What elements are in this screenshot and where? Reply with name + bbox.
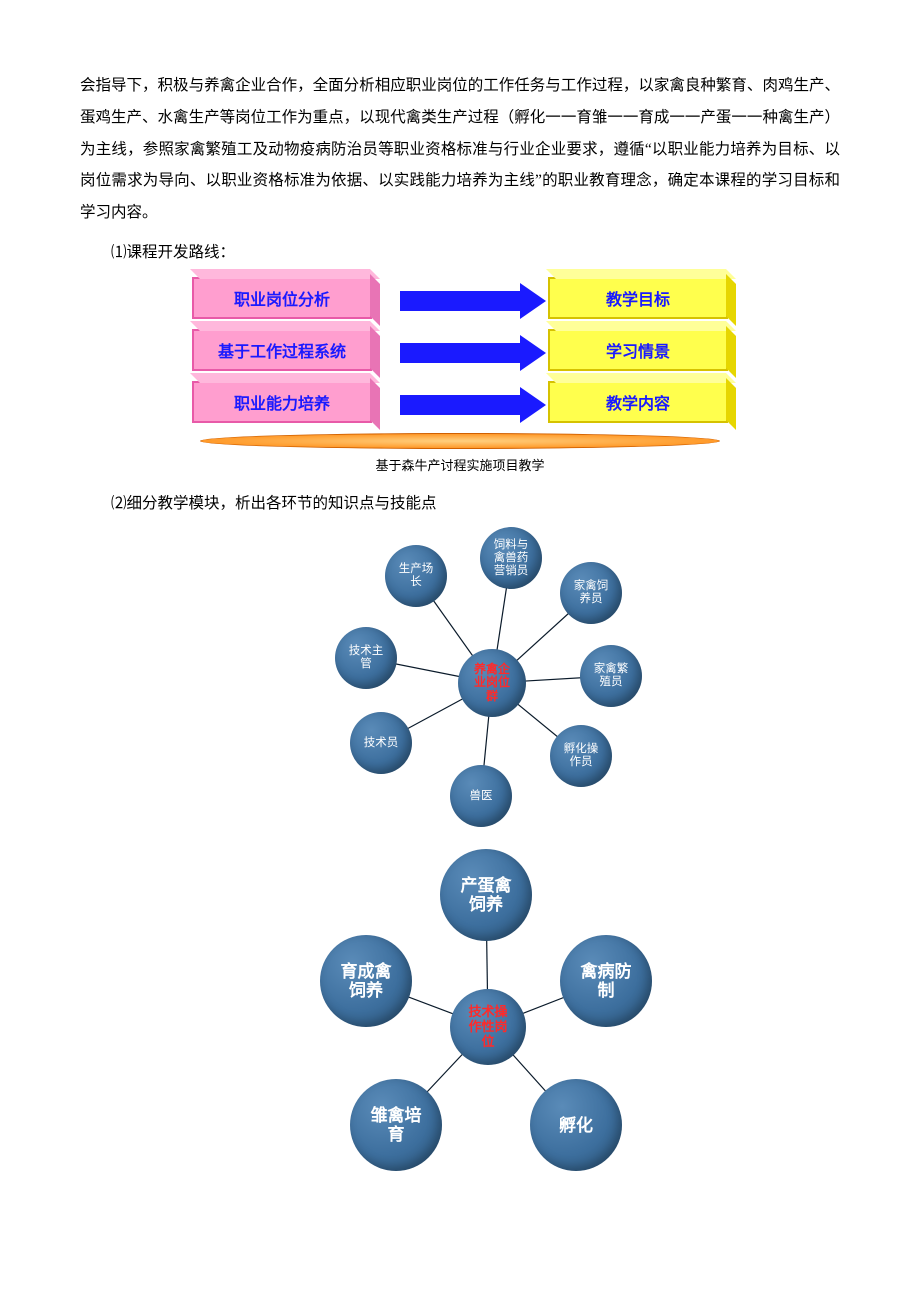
- cluster-node: 家禽繁殖员: [580, 645, 642, 707]
- target-box: 教学内容: [548, 381, 728, 423]
- diag1-row: 职业岗位分析 教学目标: [180, 277, 740, 319]
- diag1-row: 职业能力培养 教学内容: [180, 381, 740, 423]
- ellipse-base-icon: [200, 433, 720, 449]
- cluster-center-node: 养禽企业岗位群: [458, 649, 526, 717]
- node-label: 育成禽饲养: [341, 962, 392, 1001]
- node-label: 产蛋禽饲养: [461, 876, 512, 915]
- box-label: 职业岗位分析: [234, 286, 330, 310]
- node-label: 技术操作性岗位: [468, 1005, 507, 1050]
- arrow-icon: [400, 343, 520, 363]
- diag1-rows: 职业岗位分析 教学目标基于工作过程系统 学习情景职业能力培养 教学内容: [180, 277, 740, 423]
- box-label: 教学目标: [606, 286, 670, 310]
- diagram-job-modules: 养禽企业岗位群 饲料与禽兽药营销员生产场长家禽饲养员技术主管家禽繁殖员技术员 孵化操…: [240, 527, 680, 1207]
- diagram-course-route: 职业岗位分析 教学目标基于工作过程系统 学习情景职业能力培养 教学内容: [180, 277, 740, 449]
- box-label: 教学内容: [606, 390, 670, 414]
- section-2-label: ⑵细分教学模块，析出各环节的知识点与技能点: [80, 488, 840, 520]
- node-label: 技术员: [364, 737, 399, 750]
- node-label: 兽医: [470, 790, 493, 803]
- node-label: 家禽饲养员: [574, 580, 609, 606]
- intro-paragraph: 会指导下，积极与养禽企业合作，全面分析相应职业岗位的工作任务与工作过程，以家禽良…: [80, 70, 840, 229]
- diagram1-caption: 基于森牛产讨程实施项目教学: [80, 455, 840, 474]
- box-label: 职业能力培养: [234, 390, 330, 414]
- cluster-node: 饲料与禽兽药营销员: [480, 527, 542, 589]
- cluster-node: 孵化操作员: [550, 725, 612, 787]
- source-box: 基于工作过程系统: [192, 329, 372, 371]
- diag1-row: 基于工作过程系统 学习情景: [180, 329, 740, 371]
- node-label: 孵化: [559, 1116, 593, 1136]
- node-label: 养禽企业岗位群: [474, 663, 510, 704]
- node-label: 禽病防制: [581, 962, 632, 1001]
- box-label: 基于工作过程系统: [218, 338, 346, 362]
- cluster-node: 育成禽饲养: [320, 935, 412, 1027]
- box-label: 学习情景: [606, 338, 670, 362]
- arrow-icon: [400, 291, 520, 311]
- cluster-node: 孵化: [530, 1079, 622, 1171]
- node-label: 家禽繁殖员: [594, 663, 629, 689]
- target-box: 教学目标: [548, 277, 728, 319]
- cluster-node: 家禽饲养员: [560, 562, 622, 624]
- section-1-label: ⑴课程开发路线：: [80, 237, 840, 269]
- node-label: 雏禽培育: [371, 1106, 422, 1145]
- arrow-icon: [400, 395, 520, 415]
- cluster-node: 雏禽培育: [350, 1079, 442, 1171]
- node-label: 生产场长: [399, 563, 434, 589]
- node-label: 饲料与禽兽药营销员: [494, 539, 529, 579]
- node-label: 孵化操作员: [564, 743, 599, 769]
- cluster-node: 禽病防制: [560, 935, 652, 1027]
- cluster-center-node: 技术操作性岗位: [450, 989, 526, 1065]
- source-box: 职业岗位分析: [192, 277, 372, 319]
- source-box: 职业能力培养: [192, 381, 372, 423]
- target-box: 学习情景: [548, 329, 728, 371]
- cluster-node: 产蛋禽饲养: [440, 849, 532, 941]
- cluster-node: 兽医: [450, 765, 512, 827]
- cluster-node: 技术主管: [335, 627, 397, 689]
- cluster-node: 技术员: [350, 712, 412, 774]
- node-label: 技术主管: [349, 645, 384, 671]
- cluster-node: 生产场长: [385, 545, 447, 607]
